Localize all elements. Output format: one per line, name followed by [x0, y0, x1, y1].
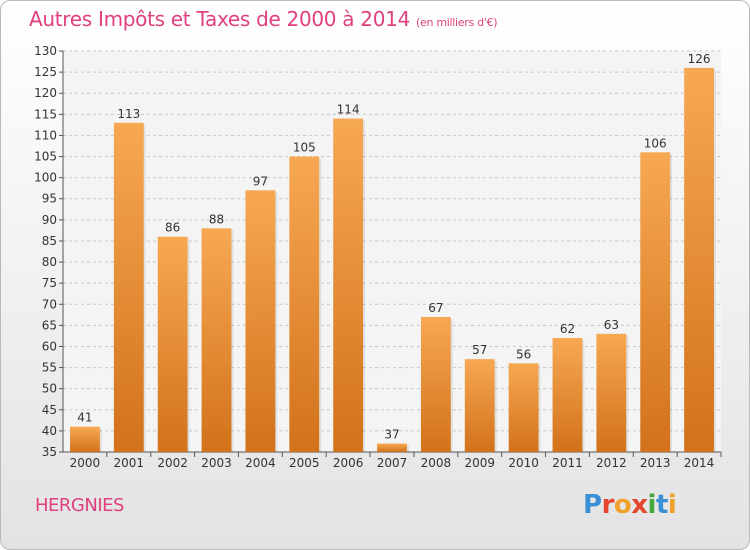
chart-unit: (en milliers d'€) [416, 16, 498, 29]
y-tick-label: 40 [42, 424, 57, 438]
commune-name: HERGNIES [35, 495, 124, 516]
bar [113, 122, 144, 452]
bar [157, 236, 188, 452]
y-tick-label: 50 [42, 382, 57, 396]
logo-letter: t [655, 490, 668, 520]
y-tick-label: 90 [42, 213, 57, 227]
x-tick-label: 2000 [70, 456, 101, 470]
logo-letter: x [631, 490, 648, 520]
bar-value-label: 56 [516, 347, 531, 361]
x-tick-label: 2009 [464, 456, 495, 470]
logo-letter: P [583, 490, 602, 520]
y-tick-label: 60 [42, 339, 57, 353]
y-tick-label: 105 [34, 150, 57, 164]
y-tick-label: 130 [34, 44, 57, 58]
bar-value-label: 105 [293, 141, 316, 155]
bar [640, 152, 671, 452]
bar-value-label: 114 [337, 103, 360, 117]
y-tick-label: 65 [42, 318, 57, 332]
bar-value-label: 86 [165, 221, 180, 235]
bar-value-label: 62 [560, 322, 575, 336]
bar [596, 333, 627, 452]
bar-value-label: 106 [644, 136, 667, 150]
x-tick-label: 2011 [552, 456, 583, 470]
x-tick-label: 2007 [377, 456, 408, 470]
y-tick-label: 115 [34, 107, 57, 121]
bar [684, 67, 714, 452]
bar [70, 426, 100, 452]
chart-title: Autres Impôts et Taxes de 2000 à 2014 (en… [29, 7, 497, 31]
y-tick-label: 35 [42, 445, 57, 459]
x-tick-label: 2002 [157, 456, 188, 470]
bar-value-label: 37 [384, 428, 399, 442]
x-tick-label: 2001 [114, 456, 145, 470]
y-tick-label: 70 [42, 297, 57, 311]
y-tick-label: 125 [34, 65, 57, 79]
x-tick-label: 2003 [201, 456, 232, 470]
chart-title-text: Autres Impôts et Taxes de 2000 à 2014 [29, 7, 410, 31]
bar-value-label: 126 [688, 52, 711, 66]
bar [245, 190, 276, 452]
logo-letter: i [647, 490, 657, 520]
y-tick-label: 55 [42, 361, 57, 375]
bar [508, 363, 539, 452]
bar-value-label: 88 [209, 212, 224, 226]
y-tick-label: 45 [42, 403, 57, 417]
x-tick-label: 2012 [596, 456, 627, 470]
x-tick-label: 2004 [245, 456, 276, 470]
bar-value-label: 63 [604, 318, 619, 332]
y-tick-label: 85 [42, 234, 57, 248]
x-tick-label: 2008 [421, 456, 452, 470]
x-tick-label: 2006 [333, 456, 364, 470]
bar [464, 359, 495, 452]
logo-letter: r [601, 490, 615, 520]
bar [420, 316, 451, 452]
bar [377, 443, 407, 452]
y-tick-label: 75 [42, 276, 57, 290]
y-tick-label: 95 [42, 192, 57, 206]
y-tick-label: 80 [42, 255, 57, 269]
bar-value-label: 41 [77, 411, 92, 425]
bar [201, 228, 232, 452]
bar-value-label: 57 [472, 343, 487, 357]
y-tick-label: 100 [34, 171, 57, 185]
bar-value-label: 67 [428, 301, 443, 315]
bar-value-label: 97 [253, 174, 268, 188]
x-tick-label: 2013 [640, 456, 671, 470]
proxiti-logo: Proxiti [583, 490, 677, 520]
bar [333, 118, 364, 453]
y-tick-label: 120 [34, 86, 57, 100]
logo-letter: o [613, 490, 632, 520]
x-tick-label: 2014 [684, 456, 715, 470]
logo-letter: i [667, 490, 677, 520]
bar [289, 156, 320, 453]
bar-value-label: 113 [117, 107, 140, 121]
x-tick-label: 2010 [508, 456, 539, 470]
x-tick-label: 2005 [289, 456, 320, 470]
bar [552, 338, 583, 452]
y-tick-label: 110 [34, 128, 57, 142]
